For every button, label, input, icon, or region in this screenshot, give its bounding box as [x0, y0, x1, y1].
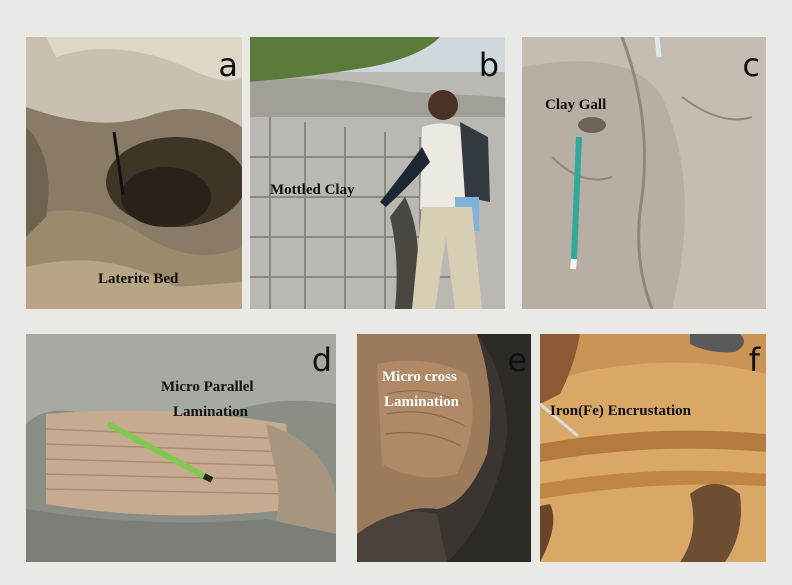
- micro-cross-lamination-photo: [357, 334, 531, 562]
- panel-d: d Micro Parallel Lamination: [26, 334, 336, 562]
- panel-c-caption: Clay Gall: [545, 97, 607, 113]
- panel-a-label: a: [218, 46, 238, 84]
- panel-f-label: f: [748, 341, 760, 379]
- clay-gall-photo: [522, 37, 766, 309]
- laterite-bed-photo: [26, 37, 242, 309]
- iron-encrustation-photo: [540, 334, 766, 562]
- panel-b: b Mottled Clay: [250, 37, 505, 309]
- mottled-clay-photo: [250, 37, 505, 309]
- panel-c-label: c: [742, 46, 760, 84]
- panel-f: f Iron(Fe) Encrustation: [540, 334, 766, 562]
- panel-d-label: d: [311, 341, 332, 379]
- panel-d-caption-line1: Micro Parallel: [161, 379, 254, 395]
- panel-b-label: b: [478, 46, 499, 84]
- panel-d-caption-line2: Lamination: [173, 404, 249, 420]
- panel-e-caption-line1: Micro cross: [382, 369, 457, 385]
- micro-parallel-lamination-photo: [26, 334, 336, 562]
- panel-c: c Clay Gall: [522, 37, 766, 309]
- panel-e-label: e: [507, 341, 527, 379]
- panel-e-caption-line2: Lamination: [384, 394, 460, 410]
- panel-b-caption: Mottled Clay: [270, 182, 355, 198]
- panel-a: a Laterite Bed: [26, 37, 242, 309]
- panel-e: e Micro cross Lamination: [357, 334, 531, 562]
- panel-f-caption: Iron(Fe) Encrustation: [550, 403, 691, 419]
- panel-a-caption: Laterite Bed: [98, 271, 179, 287]
